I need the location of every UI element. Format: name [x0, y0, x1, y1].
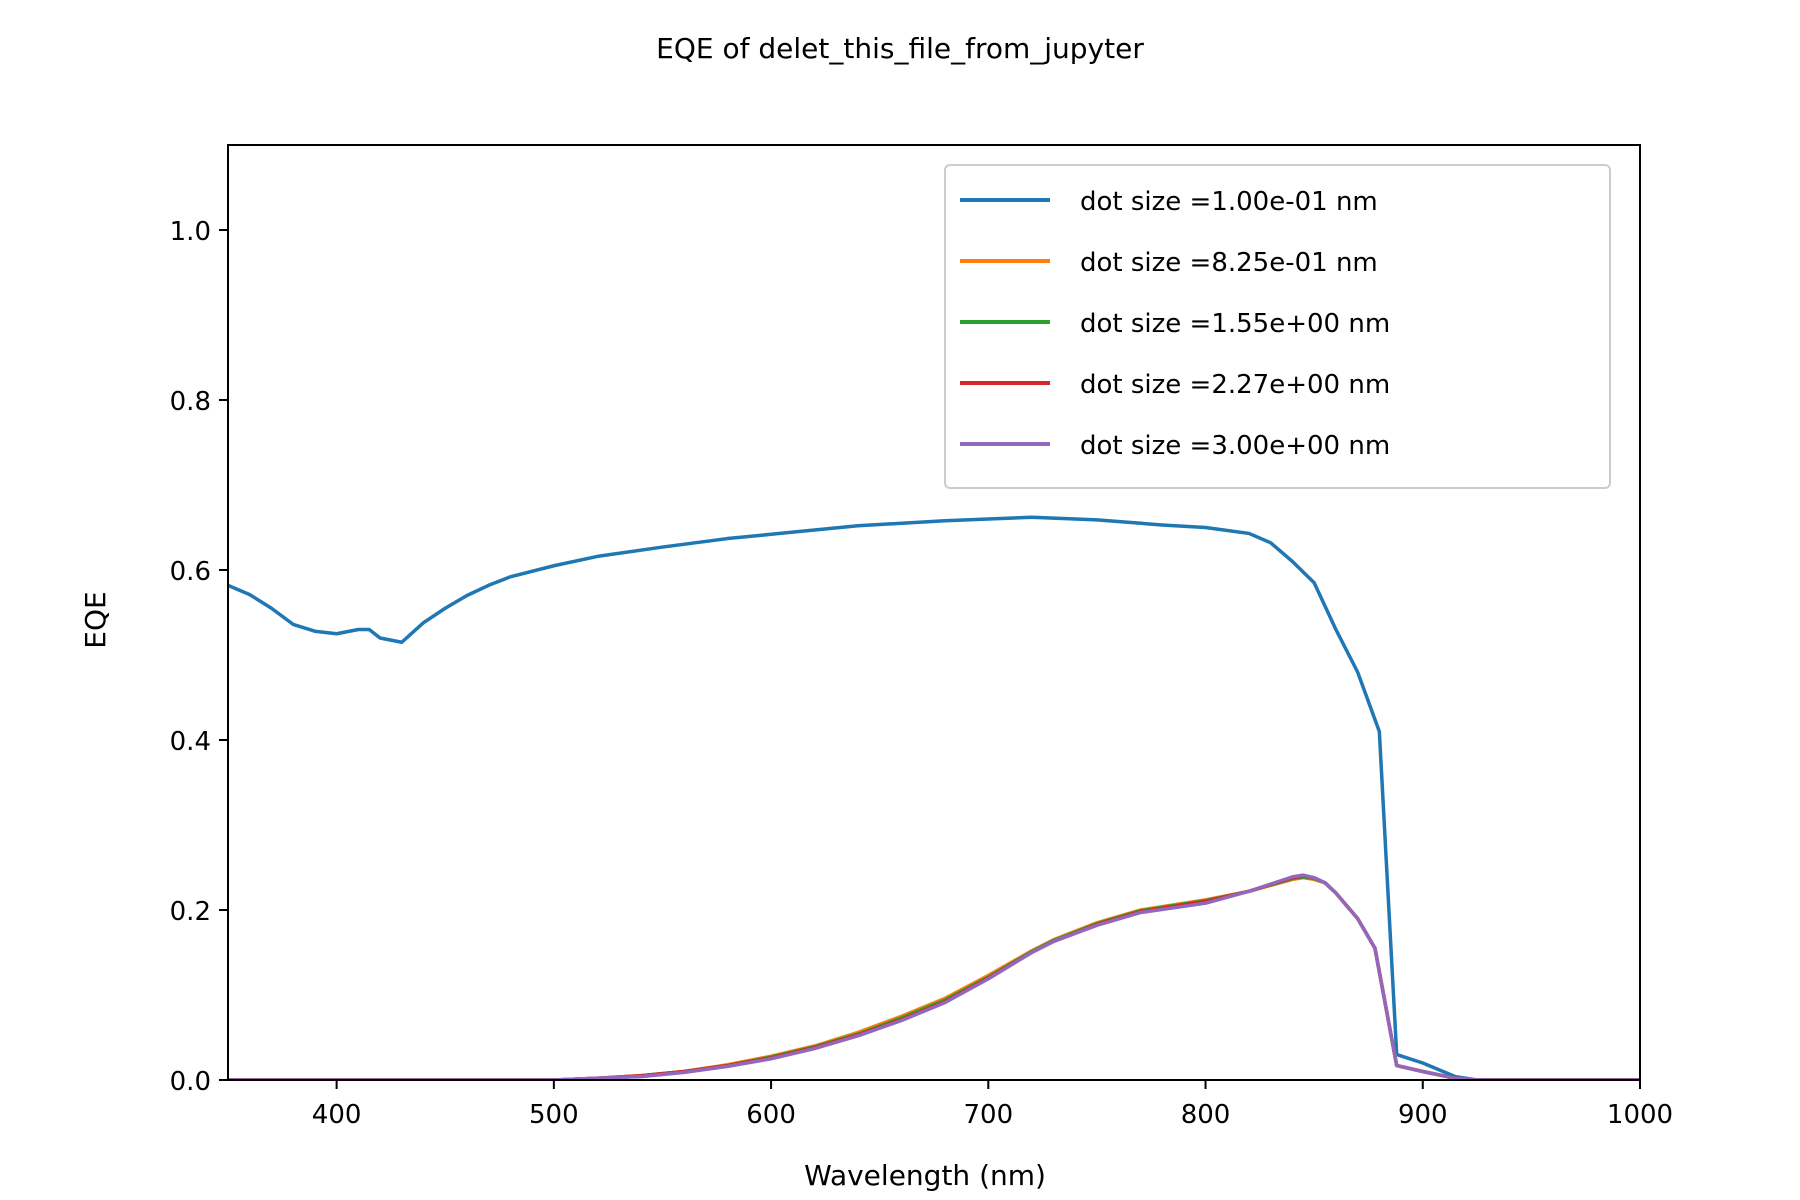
y-tick-label: 0.6 [170, 557, 211, 587]
x-tick-label: 500 [529, 1100, 579, 1130]
series-line-1 [228, 515, 1640, 1080]
series-line-4 [228, 874, 1640, 1080]
x-axis-label: Wavelength (nm) [804, 1159, 1046, 1192]
legend-box [944, 164, 1611, 489]
x-tick-label: 700 [963, 1100, 1013, 1130]
y-tick-label: 0.8 [170, 387, 211, 417]
x-tick-label: 800 [1181, 1100, 1231, 1130]
x-tick-label: 1000 [1607, 1100, 1673, 1130]
legend-label-5: dot size =3.00e+00 nm [1080, 431, 1390, 461]
y-tick-label: 1.0 [170, 217, 211, 247]
x-tick-label: 900 [1398, 1100, 1448, 1130]
series-line-3 [228, 875, 1640, 1080]
series-line-2 [228, 875, 1640, 1080]
x-tick-label: 600 [746, 1100, 796, 1130]
y-tick-label: 0.4 [170, 727, 211, 757]
series-line-5 [228, 873, 1640, 1080]
legend-label-1: dot size =1.00e-01 nm [1080, 187, 1378, 217]
axes: 400 500 600 700 800 900 1000 0.0 0.2 0.4 0.6 0.8 1.0 [170, 144, 1673, 1130]
chart-title: EQE of delet_this_file_from_jupyter [656, 32, 1144, 65]
legend-label-4: dot size =2.27e+00 nm [1080, 370, 1390, 400]
y-axis-label: EQE [79, 591, 112, 648]
y-tick-label: 0.2 [170, 897, 211, 927]
axes-frame [227, 144, 1641, 1081]
legend-label-3: dot size =1.55e+00 nm [1080, 309, 1390, 339]
legend-label-2: dot size =8.25e-01 nm [1080, 248, 1378, 278]
y-tick-label: 0.0 [170, 1067, 211, 1097]
x-tick-label: 400 [312, 1100, 362, 1130]
legend: dot size =1.00e-01 nm dot size =8.25e-01 … [944, 164, 1611, 489]
plot-area [228, 515, 1640, 1080]
